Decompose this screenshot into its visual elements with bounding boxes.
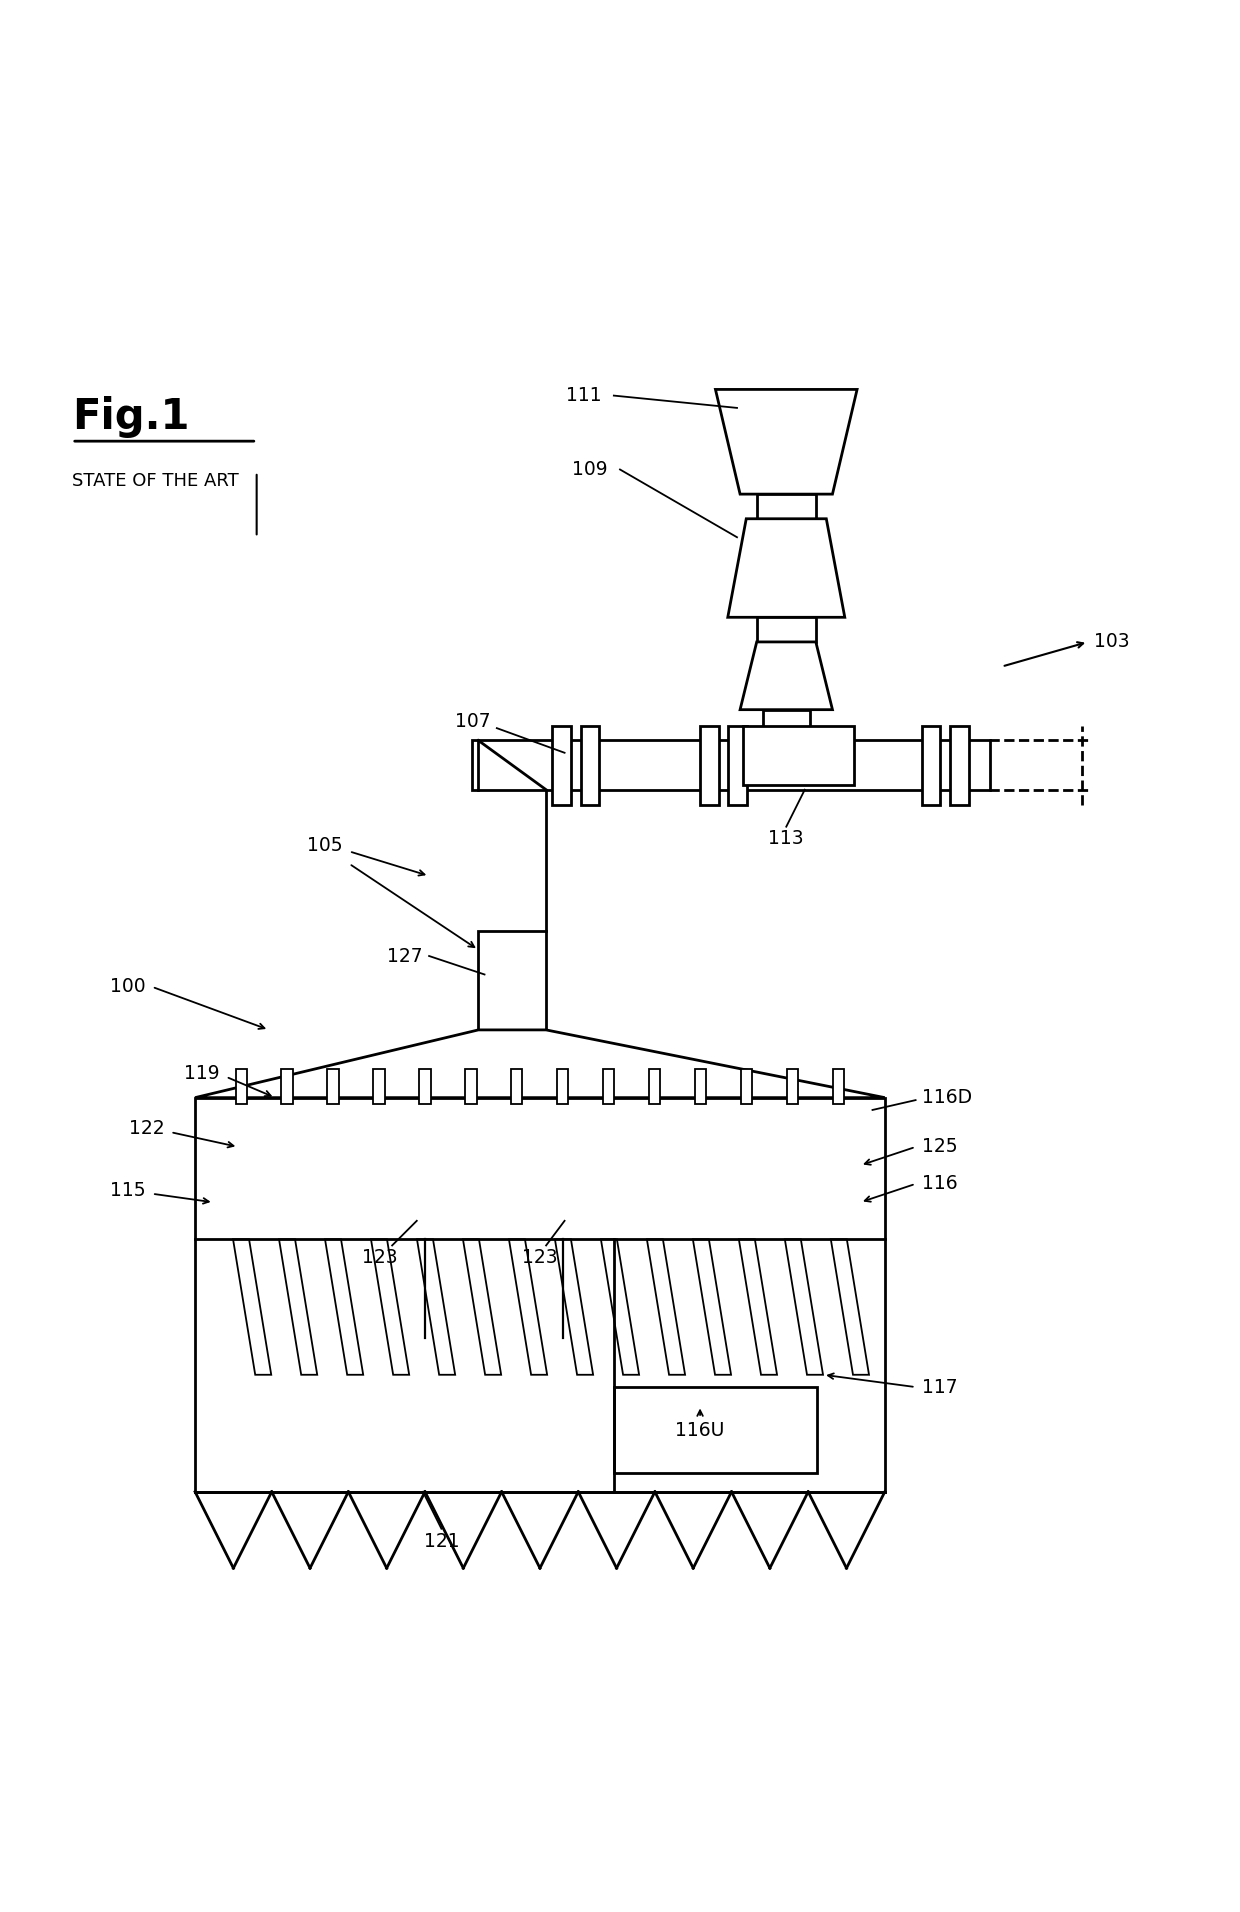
Text: 121: 121 [424,1532,459,1551]
Bar [511,1069,522,1103]
Polygon shape [693,1239,732,1375]
Polygon shape [831,1239,869,1375]
Polygon shape [508,1239,547,1375]
Polygon shape [647,1239,684,1375]
Text: STATE OF THE ART: STATE OF THE ART [72,472,238,489]
Text: 105: 105 [308,836,343,855]
Bar [756,493,816,518]
Bar [921,727,940,805]
Text: 123: 123 [522,1249,558,1268]
Text: 103: 103 [1094,633,1130,652]
Polygon shape [371,1239,409,1375]
Bar [701,727,718,805]
Polygon shape [715,390,857,493]
Bar [763,709,810,740]
Bar [472,740,990,790]
Text: 116: 116 [921,1174,957,1193]
Bar [696,1069,707,1103]
Text: 119: 119 [184,1063,219,1082]
Bar [327,1069,339,1103]
Text: 109: 109 [572,461,608,480]
Bar [479,931,546,1031]
Polygon shape [785,1239,823,1375]
Bar [552,727,570,805]
Bar [650,1069,661,1103]
Bar [604,1069,615,1103]
Polygon shape [601,1239,639,1375]
Text: 127: 127 [387,946,423,966]
Bar [373,1069,384,1103]
Text: 116D: 116D [921,1088,972,1107]
Bar [833,1069,844,1103]
Text: 122: 122 [129,1119,164,1138]
Text: Fig.1: Fig.1 [72,396,190,438]
Bar [742,1069,753,1103]
Polygon shape [233,1239,272,1375]
Polygon shape [556,1239,593,1375]
Bar [465,1069,476,1103]
Text: 123: 123 [362,1249,398,1268]
Polygon shape [325,1239,363,1375]
Bar [743,727,854,784]
Text: 115: 115 [110,1180,146,1199]
Text: 100: 100 [110,977,146,996]
Bar [950,727,968,805]
Text: 111: 111 [565,386,601,405]
Text: 113: 113 [769,830,804,849]
Bar [236,1069,247,1103]
Polygon shape [739,1239,777,1375]
Text: 125: 125 [921,1138,957,1157]
Bar [787,1069,799,1103]
Bar [728,727,746,805]
Text: 107: 107 [455,713,491,732]
Polygon shape [728,518,844,618]
Bar [558,1069,568,1103]
Text: 116U: 116U [676,1421,724,1440]
Text: 117: 117 [921,1377,957,1396]
Polygon shape [463,1239,501,1375]
Bar [419,1069,430,1103]
Polygon shape [417,1239,455,1375]
Bar [614,1386,817,1474]
Polygon shape [740,642,832,709]
Polygon shape [279,1239,317,1375]
Bar [281,1069,293,1103]
Bar [580,727,599,805]
Bar [756,618,816,642]
Bar [195,1097,885,1491]
Polygon shape [195,1031,885,1097]
